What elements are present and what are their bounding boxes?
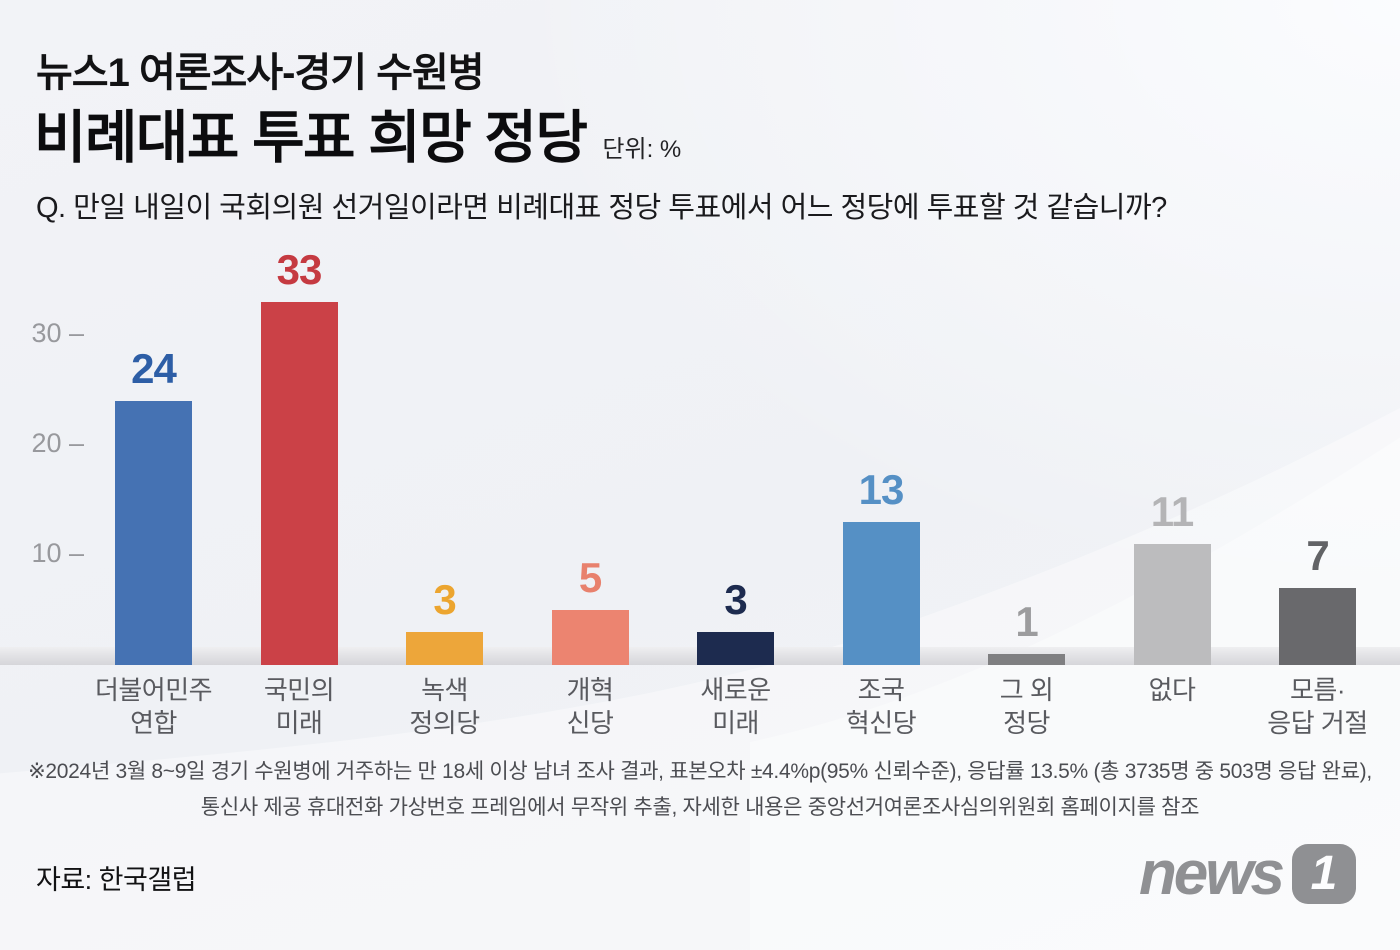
report-subtitle: 뉴스1 여론조사-경기 수원병 (36, 51, 485, 95)
title-row: 비례대표 투표 희망 정당 단위: % (34, 92, 681, 174)
methodology-footnote: ※2024년 3월 8~9일 경기 수원병에 거주하는 만 18세 이상 남녀 … (0, 754, 1400, 826)
news1-logo-badge-icon: 1 (1292, 844, 1356, 904)
bar-5 (697, 632, 774, 665)
category-label-1: 더불어민주 연합 (94, 675, 213, 738)
bar-2 (260, 302, 338, 665)
value-label-1: 24 (131, 345, 177, 392)
category-label-9: 모름· 응답 거절 (1267, 675, 1368, 738)
bar-8 (1133, 544, 1211, 665)
value-label-9: 7 (1306, 532, 1329, 579)
category-label-5: 새로운 미래 (700, 675, 771, 738)
value-label-2: 33 (276, 246, 323, 293)
value-label-7: 1 (1015, 598, 1038, 645)
footnote-line-1: ※2024년 3월 8~9일 경기 수원병에 거주하는 만 18세 이상 남녀 … (28, 760, 1372, 783)
survey-question: Q. 만일 내일이 국회의원 선거일이라면 비례대표 정당 투표에서 어느 정당… (36, 192, 1167, 224)
footnote-line-2: 통신사 제공 휴대전화 가상번호 프레임에서 무작위 추출, 자세한 내용은 중… (200, 796, 1200, 819)
y-axis-tick-30: 30 – (31, 318, 84, 348)
page-title: 비례대표 투표 희망 정당 (34, 106, 588, 170)
category-label-3: 녹색 정의당 (409, 675, 480, 738)
bar-4 (551, 610, 629, 665)
value-label-5: 3 (724, 576, 747, 623)
bar-6 (842, 522, 920, 665)
unit-label: 단위: % (602, 136, 682, 163)
bar-3 (406, 632, 483, 665)
category-label-2: 국민의 미래 (263, 675, 335, 738)
category-label-4: 개혁 신당 (566, 675, 614, 738)
news1-logo: news 1 (1138, 839, 1356, 908)
news1-logo-badge-digit: 1 (1310, 846, 1338, 900)
news1-logo-text: news (1138, 839, 1285, 908)
y-axis-tick-10: 10 – (31, 538, 84, 568)
bar-9 (1279, 588, 1356, 665)
y-axis-tick-20: 20 – (31, 428, 84, 458)
category-label-7: 그 외 정당 (999, 675, 1054, 738)
value-label-3: 3 (433, 576, 456, 623)
value-label-8: 11 (1150, 488, 1194, 535)
bar-1 (115, 401, 192, 665)
bar-7 (988, 654, 1065, 665)
source-label: 자료: 한국갤럽 (36, 865, 197, 895)
value-label-4: 5 (578, 554, 602, 601)
category-label-8: 없다 (1148, 675, 1196, 705)
value-label-6: 13 (858, 466, 905, 513)
category-label-6: 조국 혁신당 (845, 675, 917, 738)
